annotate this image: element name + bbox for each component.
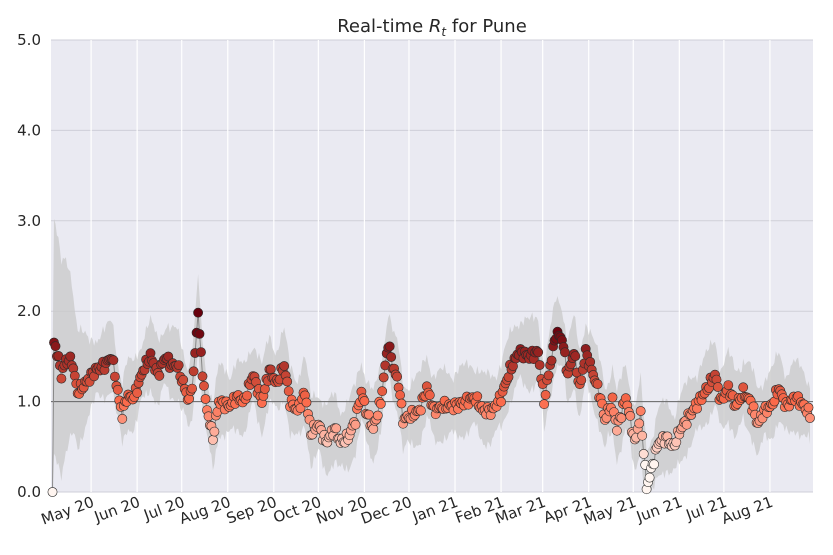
y-tick-label: 4.0: [17, 121, 41, 139]
data-point: [540, 389, 551, 400]
data-point: [56, 373, 67, 384]
data-point: [533, 347, 544, 358]
data-point: [634, 418, 645, 429]
data-point: [132, 387, 143, 398]
data-point: [47, 487, 58, 497]
data-point: [187, 383, 197, 394]
data-points: [47, 307, 815, 497]
data-point: [265, 364, 276, 375]
data-point: [592, 379, 603, 389]
x-tick-label: Jun 20: [91, 493, 143, 526]
y-tick-label: 3.0: [17, 212, 41, 230]
data-point: [108, 355, 119, 366]
data-point: [472, 391, 483, 402]
data-point: [50, 341, 61, 352]
data-point: [649, 459, 659, 470]
data-point: [283, 386, 294, 396]
data-point: [713, 382, 723, 392]
data-point: [496, 396, 506, 407]
data-point: [188, 366, 199, 377]
data-point: [738, 382, 749, 393]
data-point: [396, 398, 407, 409]
data-point: [378, 372, 389, 383]
data-point: [560, 347, 570, 358]
x-tick-label: Aug 21: [719, 493, 775, 528]
chart-title: Real-time Rt for Pune: [337, 16, 527, 39]
data-point: [194, 328, 205, 339]
x-tick-label: Jun 21: [633, 493, 685, 526]
data-point: [539, 399, 549, 410]
data-point: [607, 392, 618, 403]
data-point: [546, 355, 557, 366]
data-point: [375, 398, 386, 409]
data-point: [377, 386, 388, 397]
data-point: [692, 403, 702, 414]
x-tick-label: Dec 20: [358, 493, 414, 528]
data-point: [395, 390, 405, 400]
data-point: [635, 406, 646, 416]
data-point: [200, 394, 211, 404]
data-point: [386, 352, 397, 362]
data-point: [392, 371, 402, 382]
data-point: [638, 448, 649, 459]
title-prefix: Real-time: [337, 16, 429, 37]
data-point: [197, 371, 208, 382]
data-point: [110, 371, 120, 382]
data-point: [112, 384, 123, 395]
data-point: [543, 370, 554, 381]
data-point: [279, 361, 290, 371]
y-tick-label: 0.0: [17, 483, 41, 501]
data-point: [616, 413, 627, 423]
title-suffix: for Pune: [446, 16, 527, 37]
data-point: [748, 401, 759, 412]
x-tick-label: May 20: [39, 493, 97, 529]
data-point: [576, 375, 587, 385]
data-point: [196, 347, 206, 357]
data-point: [117, 413, 128, 424]
data-point: [282, 376, 293, 387]
title-subscript: t: [441, 25, 447, 39]
data-point: [173, 360, 184, 370]
data-point: [242, 390, 252, 401]
data-point: [154, 370, 165, 381]
title-symbol: R: [429, 16, 442, 37]
data-point: [209, 426, 220, 437]
data-point: [415, 405, 426, 416]
data-point: [803, 402, 814, 413]
data-point: [644, 472, 655, 483]
data-point: [359, 396, 370, 406]
data-point: [65, 351, 76, 362]
data-point: [637, 430, 648, 441]
data-point: [534, 360, 545, 370]
data-point: [723, 380, 734, 390]
data-point: [178, 374, 189, 385]
data-point: [625, 410, 636, 421]
data-point: [368, 423, 379, 434]
data-point: [350, 419, 361, 430]
data-point: [424, 390, 435, 400]
data-point: [301, 397, 312, 408]
data-point: [331, 423, 342, 434]
data-point: [612, 425, 622, 436]
y-tick-label: 1.0: [17, 393, 41, 411]
y-tick-labels: 0.0 1.0 2.0 3.0 4.0 5.0: [17, 31, 41, 501]
y-tick-label: 5.0: [17, 31, 41, 49]
data-point: [69, 370, 80, 381]
data-point: [805, 413, 815, 423]
data-point: [372, 410, 383, 421]
data-point: [681, 419, 692, 430]
data-point: [193, 307, 203, 318]
data-point: [199, 380, 209, 391]
data-point: [207, 434, 218, 445]
data-point: [384, 341, 395, 352]
y-tick-label: 2.0: [17, 302, 41, 320]
data-point: [570, 351, 581, 361]
